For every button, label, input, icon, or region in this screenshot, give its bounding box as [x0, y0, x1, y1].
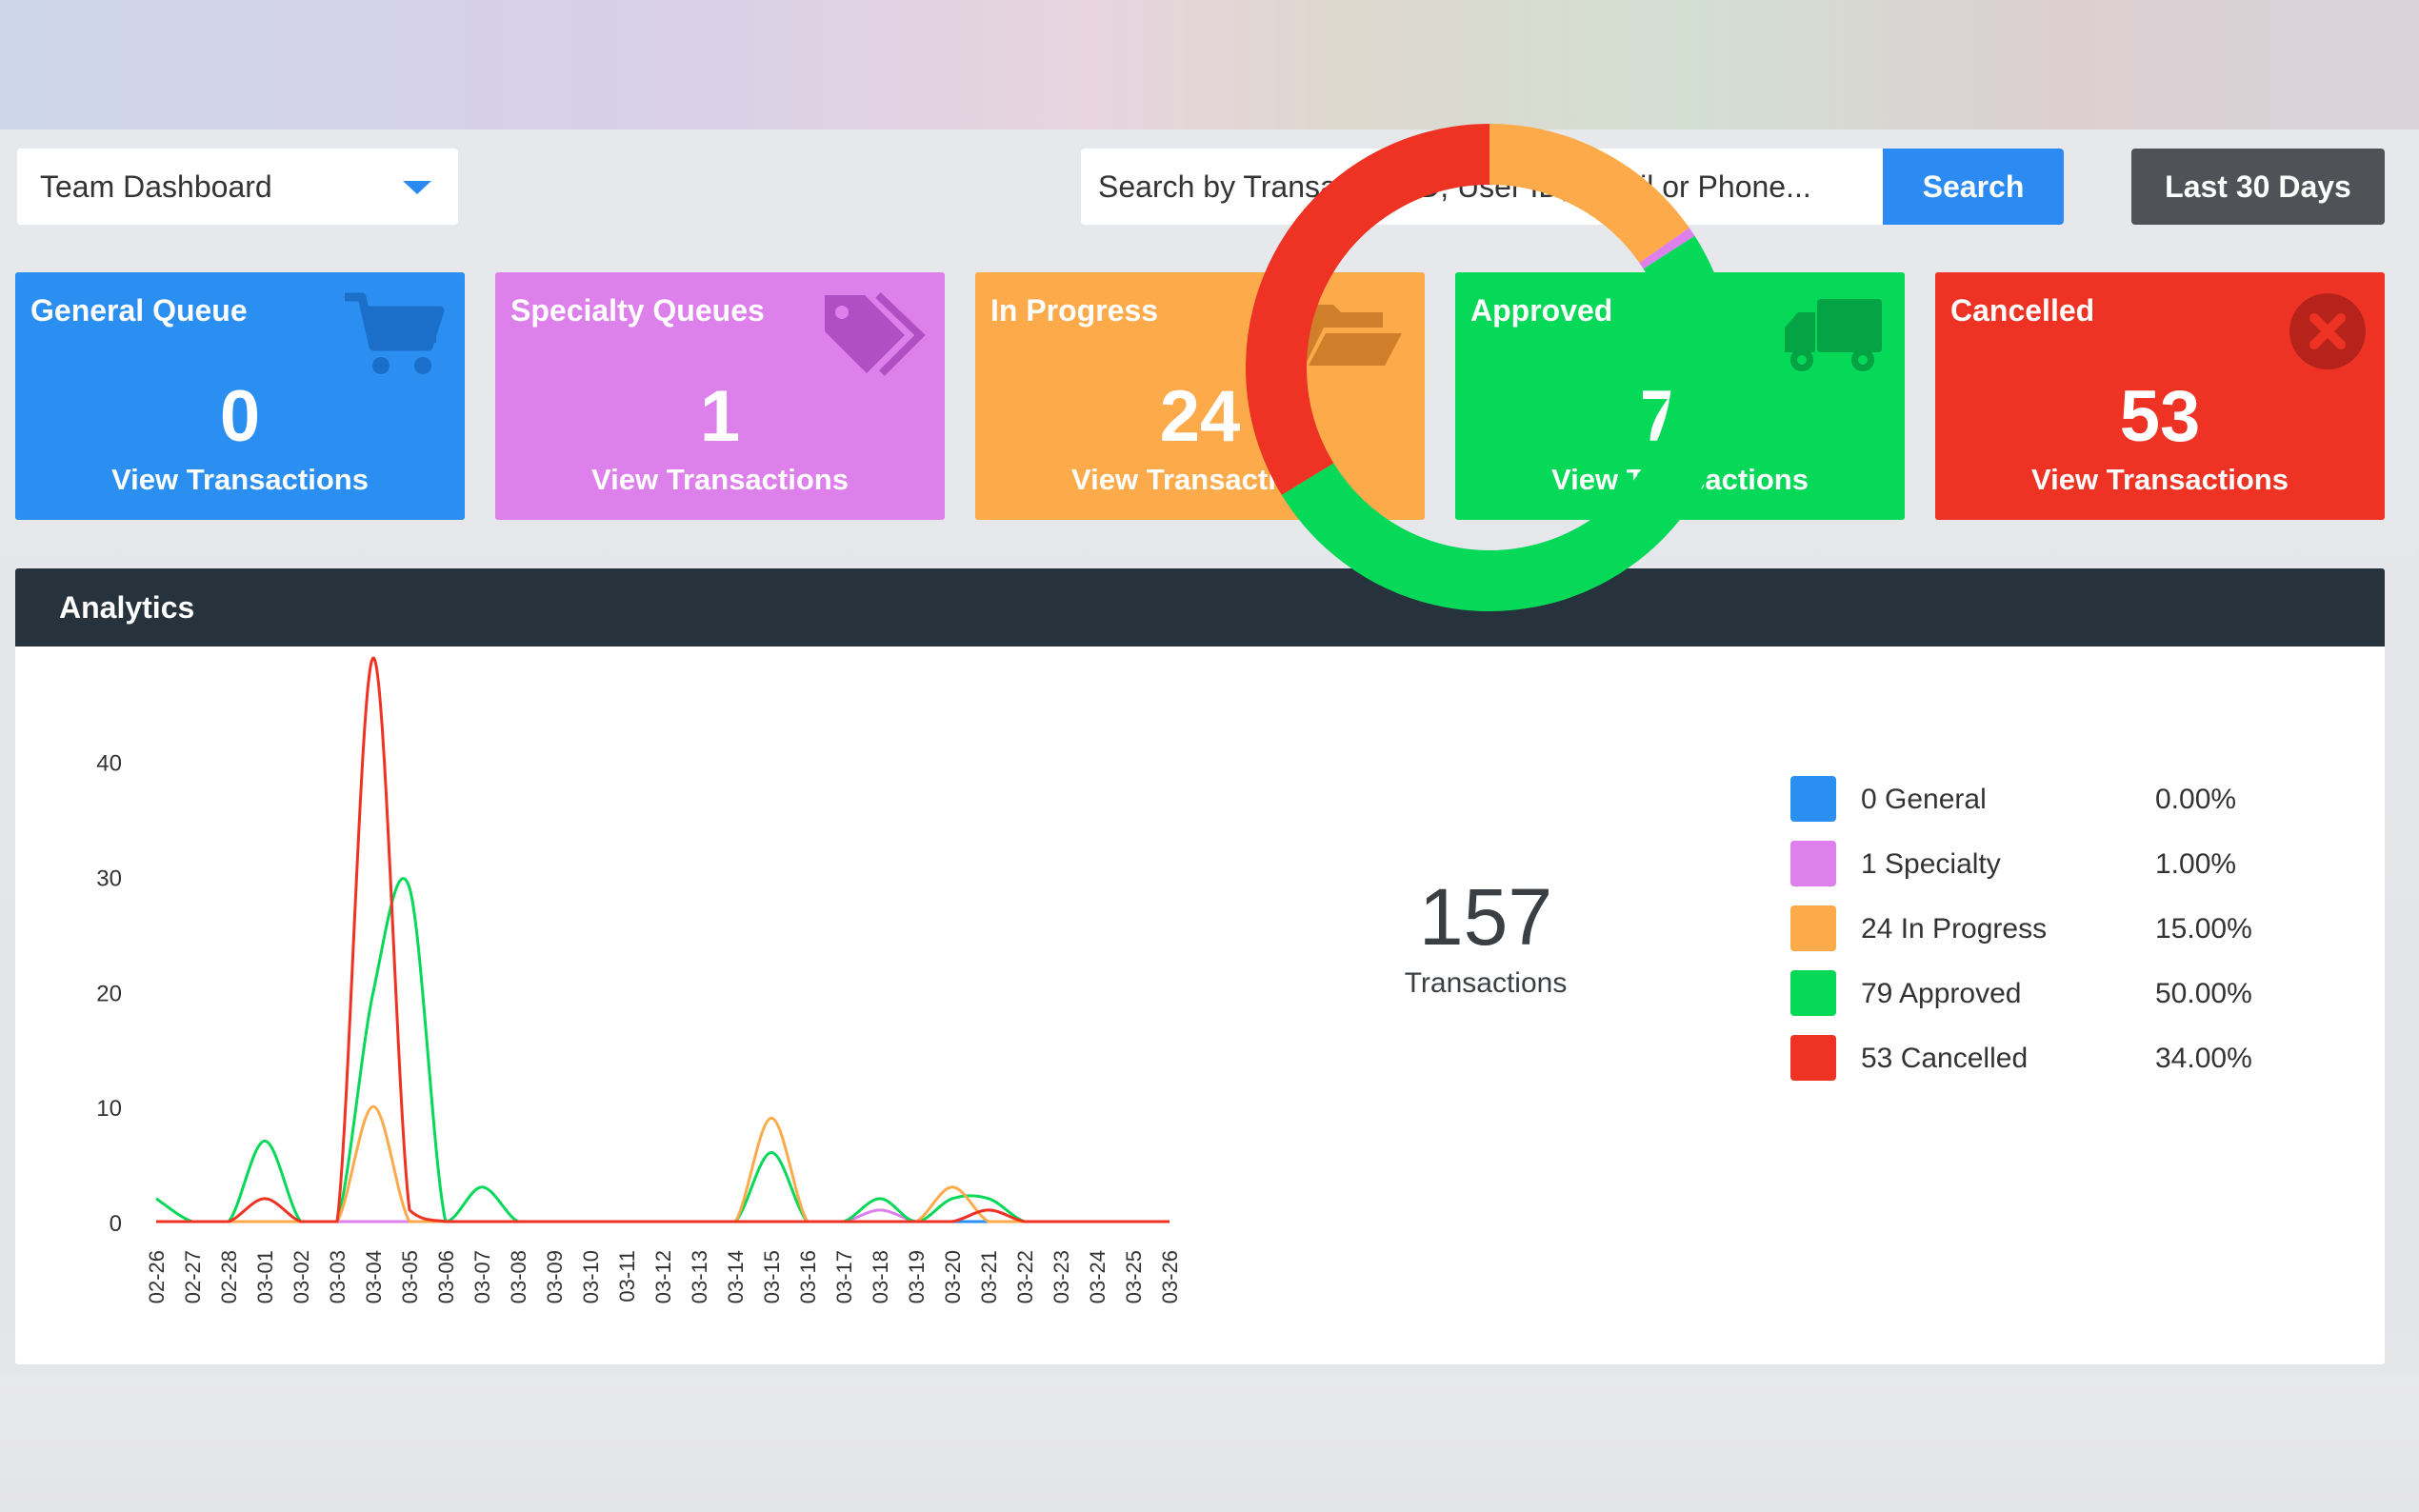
x-tick-label: 03-11 [615, 1250, 639, 1303]
page-footer-area [0, 1376, 2419, 1512]
x-tick-label: 03-17 [832, 1250, 856, 1303]
donut-chart [1246, 124, 1733, 611]
caret-down-icon [403, 181, 431, 194]
legend-swatch [1790, 1035, 1836, 1081]
x-tick-label: 03-06 [434, 1250, 458, 1303]
legend-percent: 34.00% [2155, 1043, 2252, 1074]
series-line-approved [155, 877, 1170, 1224]
x-tick-label: 03-24 [1086, 1250, 1110, 1303]
legend-percent: 15.00% [2155, 913, 2252, 945]
legend-item: 53 Cancelled 34.00% [1790, 1035, 2286, 1100]
x-tick-label: 02-27 [181, 1250, 205, 1303]
card-count: 53 [2119, 376, 2201, 457]
x-tick-label: 03-14 [724, 1250, 748, 1303]
x-tick-label: 03-13 [688, 1250, 711, 1303]
y-tick-label: 20 [96, 981, 122, 1006]
legend-percent: 1.00% [2155, 848, 2237, 880]
legend-swatch [1790, 841, 1836, 886]
dashboard-select[interactable]: Team Dashboard [17, 149, 458, 225]
legend-item: 24 In Progress 15.00% [1790, 905, 2286, 970]
donut-slice-specialty [1639, 228, 1695, 269]
x-tick-label: 03-07 [470, 1250, 494, 1303]
legend-swatch [1790, 776, 1836, 822]
legend-percent: 50.00% [2155, 978, 2252, 1009]
x-tick-label: 02-26 [145, 1250, 169, 1303]
card-title: Approved [1470, 293, 1613, 328]
x-tick-label: 03-08 [507, 1250, 530, 1303]
analytics-title: Analytics [59, 589, 195, 625]
x-tick-label: 03-19 [905, 1250, 929, 1303]
legend-percent: 0.00% [2155, 784, 2237, 815]
x-tick-label: 03-26 [1158, 1250, 1182, 1303]
x-tick-label: 03-04 [362, 1250, 386, 1303]
donut-total-label: Transactions [1404, 967, 1568, 999]
x-tick-label: 03-16 [796, 1250, 820, 1303]
series-line-cancelled [156, 656, 1170, 1224]
x-tick-label: 03-05 [398, 1250, 422, 1303]
x-tick-label: 03-10 [579, 1250, 603, 1303]
legend-label: 79 Approved [1861, 978, 2022, 1009]
times-circle-icon [2289, 293, 2366, 369]
legend-label: 0 General [1861, 784, 1987, 815]
tags-icon [825, 292, 926, 376]
legend-swatch [1790, 905, 1836, 951]
donut-slice-in-progress [1489, 124, 1689, 264]
x-tick-label: 03-02 [290, 1250, 313, 1303]
card-in-progress[interactable]: In Progress 24 View Transactions [975, 272, 1425, 520]
legend-item: 79 Approved 50.00% [1790, 970, 2286, 1035]
x-tick-label: 03-25 [1122, 1250, 1146, 1303]
card-specialty-queues[interactable]: Specialty Queues 1 View Transactions [495, 272, 945, 520]
card-title: Specialty Queues [510, 293, 765, 328]
legend-swatch [1790, 970, 1836, 1016]
x-tick-label: 03-23 [1050, 1250, 1073, 1303]
view-transactions-link[interactable]: View Transactions [111, 463, 369, 496]
donut-total: 157 [1418, 872, 1553, 962]
x-tick-label: 03-01 [253, 1250, 277, 1303]
analytics-header: Analytics [15, 568, 2385, 647]
folder-open-icon [1307, 305, 1402, 366]
analytics-panel: Analytics 0 10 20 30 40 02-26 02-27 02-28 03-01 0… [15, 568, 2385, 1364]
y-tick-label: 10 [96, 1096, 122, 1122]
legend-label: 24 In Progress [1861, 913, 2048, 945]
line-chart: 0 10 20 30 40 02-26 02-27 02-28 03-01 03-02 03-03 0… [96, 656, 1182, 1303]
view-transactions-link[interactable]: View Transactions [591, 463, 849, 496]
x-tick-label: 03-21 [977, 1250, 1001, 1303]
dashboard-select-label: Team Dashboard [40, 169, 272, 204]
donut-slice-approved [1281, 235, 1733, 611]
legend-label: 53 Cancelled [1861, 1043, 2029, 1074]
cart-icon [345, 292, 445, 374]
x-tick-label: 03-12 [651, 1250, 675, 1303]
card-title: General Queue [30, 293, 248, 328]
legend-label: 1 Specialty [1861, 848, 2001, 880]
top-banner [0, 0, 2419, 129]
x-tick-label: 03-03 [326, 1250, 350, 1303]
card-count: 0 [219, 376, 261, 457]
y-tick-label: 40 [96, 751, 122, 777]
card-general-queue[interactable]: General Queue 0 View Transactions [15, 272, 465, 520]
donut-slice-cancelled [1246, 124, 1490, 495]
donut-legend: 0 General 0.00% 1 Specialty 1.00% 24 In … [1790, 776, 2286, 1100]
legend-item: 0 General 0.00% [1790, 776, 2286, 841]
card-count: 1 [699, 376, 741, 457]
legend-item: 1 Specialty 1.00% [1790, 841, 2286, 905]
x-tick-label: 03-22 [1013, 1250, 1037, 1303]
x-tick-label: 03-09 [543, 1250, 567, 1303]
y-tick-label: 0 [110, 1211, 122, 1237]
search-button[interactable]: Search [1883, 149, 2064, 225]
date-range-button[interactable]: Last 30 Days [2131, 149, 2385, 225]
y-tick-label: 30 [96, 866, 122, 892]
x-tick-label: 02-28 [217, 1250, 241, 1303]
series-line-in-progress [156, 1104, 1170, 1224]
card-title: In Progress [990, 293, 1159, 328]
truck-icon [1785, 299, 1882, 371]
x-tick-label: 03-15 [760, 1250, 784, 1303]
card-title: Cancelled [1950, 293, 2095, 328]
view-transactions-link[interactable]: View Transactions [2031, 463, 2289, 496]
x-tick-label: 03-18 [869, 1250, 892, 1303]
card-cancelled[interactable]: Cancelled 53 View Transactions [1935, 272, 2385, 520]
card-count: 24 [1159, 376, 1241, 457]
x-tick-label: 03-20 [941, 1250, 965, 1303]
